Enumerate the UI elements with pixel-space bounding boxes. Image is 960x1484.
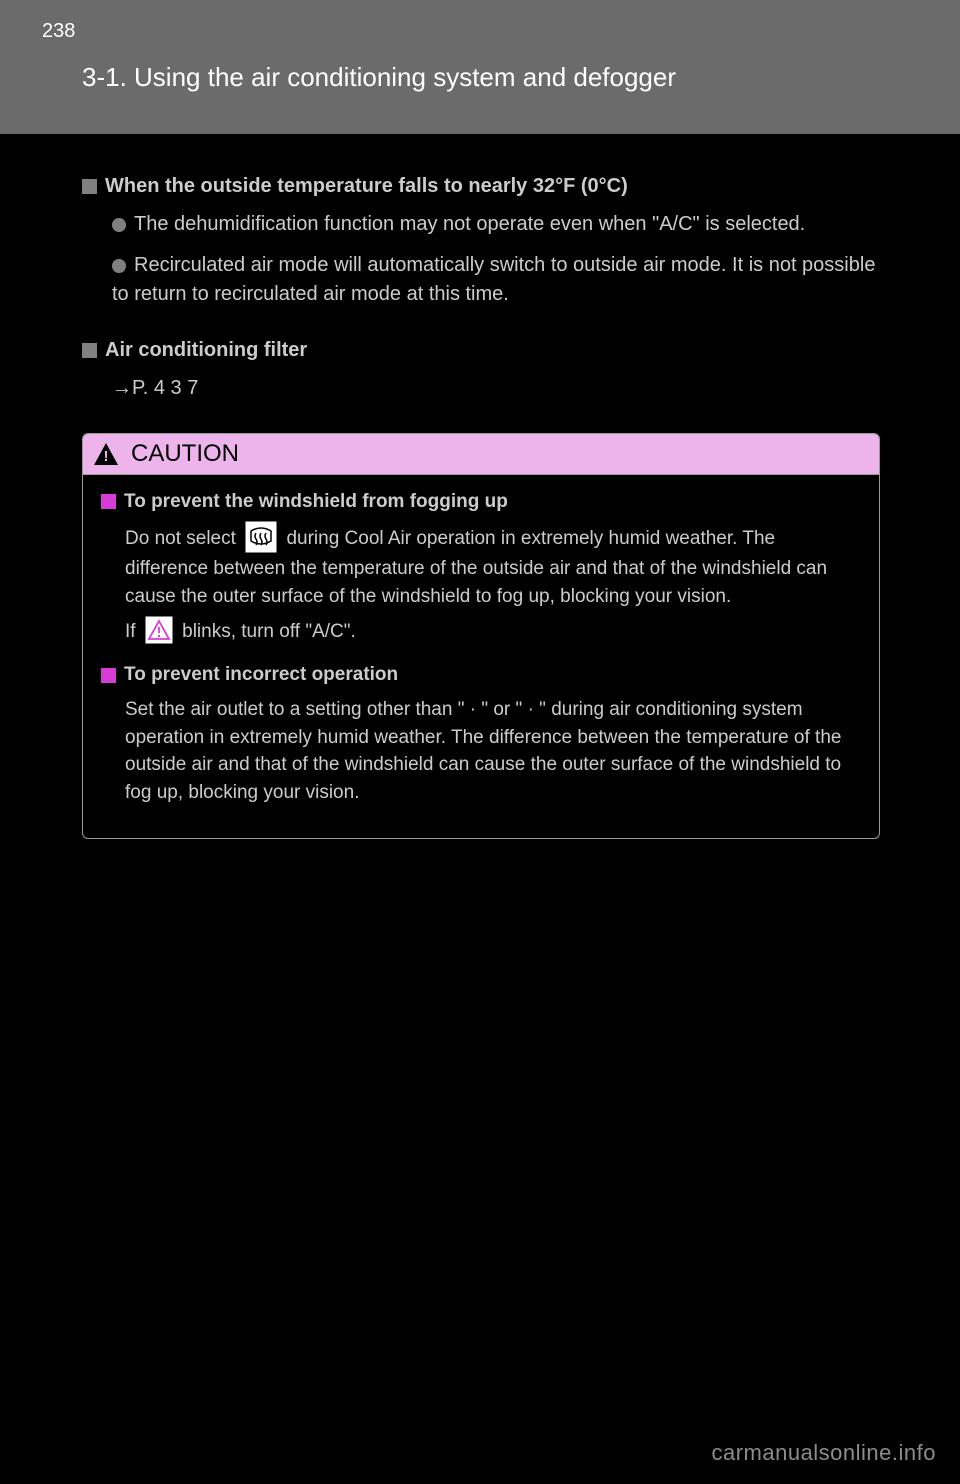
item-heading-text: When the outside temperature falls to ne… xyxy=(105,175,628,197)
watermark: carmanualsonline.info xyxy=(711,1440,936,1466)
caution-box: ! CAUTION To prevent the windshield from… xyxy=(82,433,880,839)
caution-body: To prevent the windshield from fogging u… xyxy=(83,475,879,838)
square-bullet-icon xyxy=(82,179,97,194)
caution-subheading-fog: To prevent the windshield from fogging u… xyxy=(101,491,861,513)
caution-triangle-icon: ! xyxy=(93,442,119,466)
caution-text-post: blinks, turn off "A/C". xyxy=(177,621,356,642)
section-title: 3-1. Using the air conditioning system a… xyxy=(82,62,676,93)
item-heading-temperature: When the outside temperature falls to ne… xyxy=(82,175,880,198)
bullet-text: Recirculated air mode will automatically… xyxy=(112,254,875,305)
caution-paragraph: Do not select during Cool Air operation … xyxy=(125,523,861,610)
page-number: 238 xyxy=(42,20,75,43)
header-band: 238 3-1. Using the air conditioning syst… xyxy=(0,0,960,134)
circle-bullet-icon xyxy=(112,259,126,273)
caution-text-pre: If xyxy=(125,621,141,642)
caution-label: CAUTION xyxy=(131,440,239,468)
caution-text-pre: Do not select xyxy=(125,528,241,549)
spacer xyxy=(82,321,880,339)
svg-text:!: ! xyxy=(104,448,109,465)
item-heading-filter: Air conditioning filter xyxy=(82,339,880,362)
square-bullet-icon xyxy=(82,343,97,358)
caution-text: Set the air outlet to a setting other th… xyxy=(125,699,841,803)
cross-reference: →P. 4 3 7 xyxy=(112,374,880,403)
circle-bullet-icon xyxy=(112,218,126,232)
magenta-square-icon xyxy=(101,494,116,509)
magenta-square-icon xyxy=(101,668,116,683)
caution-subheading-operation: To prevent incorrect operation xyxy=(101,664,861,686)
bullet-item: Recirculated air mode will automatically… xyxy=(112,251,880,309)
caution-subheading-text: To prevent the windshield from fogging u… xyxy=(124,491,508,512)
caution-paragraph: Set the air outlet to a setting other th… xyxy=(125,696,861,806)
defrost-icon xyxy=(245,521,277,553)
warning-triangle-icon xyxy=(145,616,173,644)
caution-header: ! CAUTION xyxy=(83,434,879,475)
bullet-item: The dehumidification function may not op… xyxy=(112,210,880,239)
caution-paragraph: If blinks, turn off "A/C". xyxy=(125,618,861,646)
content-area: When the outside temperature falls to ne… xyxy=(82,175,880,839)
item-heading-text: Air conditioning filter xyxy=(105,339,307,361)
bullet-text: The dehumidification function may not op… xyxy=(134,213,805,235)
spacer xyxy=(101,654,861,664)
caution-subheading-text: To prevent incorrect operation xyxy=(124,664,398,685)
